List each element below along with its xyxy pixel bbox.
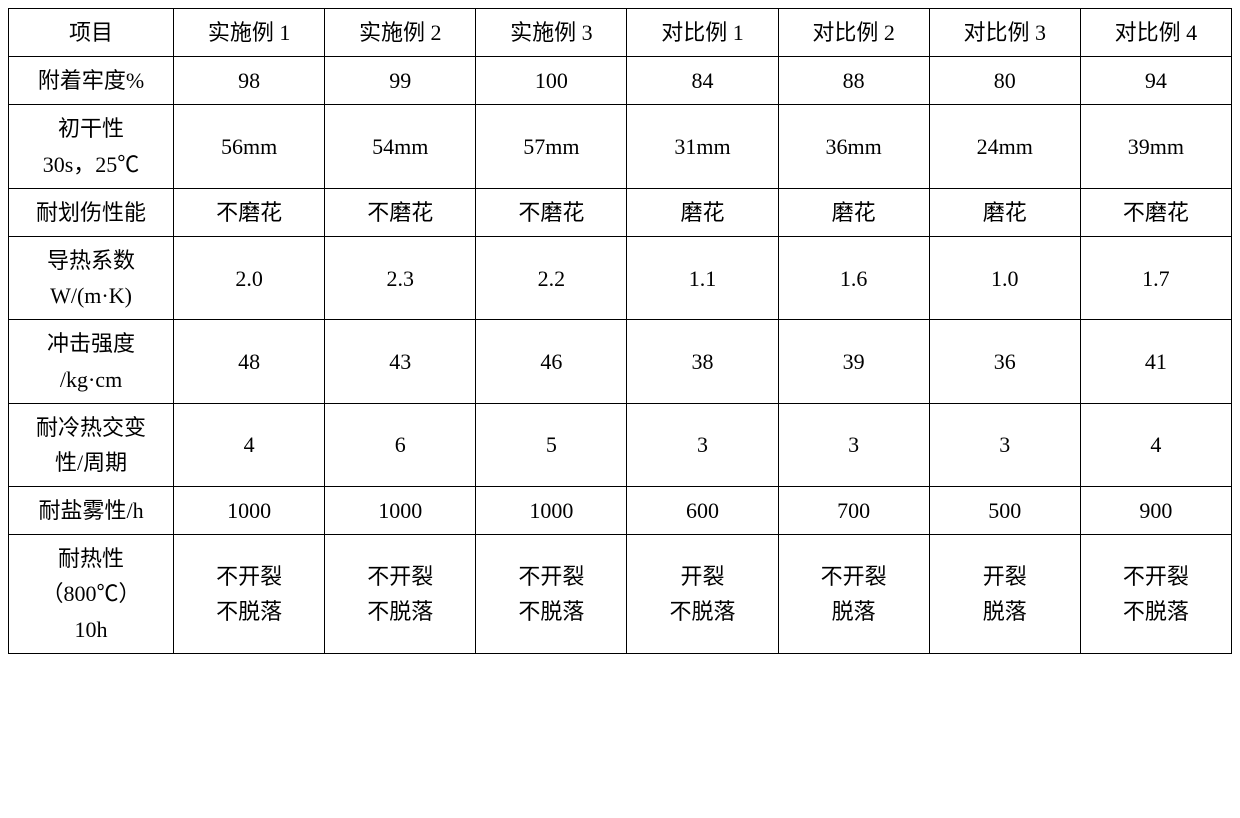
table-row: 耐划伤性能 不磨花 不磨花 不磨花 磨花 磨花 磨花 不磨花 (9, 188, 1232, 236)
column-header: 实施例 3 (476, 9, 627, 57)
table-cell: 99 (325, 57, 476, 105)
row-label: 初干性 30s，25℃ (9, 105, 174, 188)
table-row: 冲击强度 /kg·cm 48 43 46 38 39 36 41 (9, 320, 1232, 403)
row-label: 附着牢度% (9, 57, 174, 105)
table-cell: 43 (325, 320, 476, 403)
table-cell: 1.7 (1080, 236, 1231, 319)
table-cell: 4 (1080, 403, 1231, 486)
table-cell: 36mm (778, 105, 929, 188)
table-cell: 39mm (1080, 105, 1231, 188)
table-cell: 2.0 (174, 236, 325, 319)
table-cell: 500 (929, 487, 1080, 535)
table-cell: 88 (778, 57, 929, 105)
table-cell: 1.1 (627, 236, 778, 319)
column-header: 对比例 2 (778, 9, 929, 57)
table-cell: 31mm (627, 105, 778, 188)
table-cell: 1000 (174, 487, 325, 535)
column-header: 项目 (9, 9, 174, 57)
table-header-row: 项目 实施例 1 实施例 2 实施例 3 对比例 1 对比例 2 对比例 3 对… (9, 9, 1232, 57)
table-cell: 不磨花 (1080, 188, 1231, 236)
row-label: 耐划伤性能 (9, 188, 174, 236)
table-row: 附着牢度% 98 99 100 84 88 80 94 (9, 57, 1232, 105)
table-cell: 48 (174, 320, 325, 403)
table-cell: 56mm (174, 105, 325, 188)
table-cell: 600 (627, 487, 778, 535)
table-cell: 80 (929, 57, 1080, 105)
table-cell: 54mm (325, 105, 476, 188)
table-cell: 2.2 (476, 236, 627, 319)
table-cell: 4 (174, 403, 325, 486)
table-row: 耐冷热交变 性/周期 4 6 5 3 3 3 4 (9, 403, 1232, 486)
table-cell: 900 (1080, 487, 1231, 535)
table-cell: 84 (627, 57, 778, 105)
column-header: 对比例 3 (929, 9, 1080, 57)
table-cell: 100 (476, 57, 627, 105)
table-cell: 57mm (476, 105, 627, 188)
table-cell: 41 (1080, 320, 1231, 403)
data-table: 项目 实施例 1 实施例 2 实施例 3 对比例 1 对比例 2 对比例 3 对… (8, 8, 1232, 654)
column-header: 实施例 1 (174, 9, 325, 57)
table-cell: 开裂 不脱落 (627, 535, 778, 654)
table-cell: 不开裂 不脱落 (476, 535, 627, 654)
table-row: 初干性 30s，25℃ 56mm 54mm 57mm 31mm 36mm 24m… (9, 105, 1232, 188)
table-body: 附着牢度% 98 99 100 84 88 80 94 初干性 30s，25℃ … (9, 57, 1232, 654)
table-cell: 不开裂 脱落 (778, 535, 929, 654)
table-cell: 6 (325, 403, 476, 486)
table-row: 导热系数 W/(m·K) 2.0 2.3 2.2 1.1 1.6 1.0 1.7 (9, 236, 1232, 319)
table-cell: 39 (778, 320, 929, 403)
table-cell: 24mm (929, 105, 1080, 188)
row-label: 导热系数 W/(m·K) (9, 236, 174, 319)
table-cell: 3 (778, 403, 929, 486)
table-cell: 36 (929, 320, 1080, 403)
table-row: 耐热性 （800℃） 10h 不开裂 不脱落 不开裂 不脱落 不开裂 不脱落 开… (9, 535, 1232, 654)
table-cell: 不开裂 不脱落 (325, 535, 476, 654)
table-cell: 38 (627, 320, 778, 403)
table-cell: 不磨花 (174, 188, 325, 236)
table-cell: 5 (476, 403, 627, 486)
table-cell: 磨花 (627, 188, 778, 236)
row-label: 耐热性 （800℃） 10h (9, 535, 174, 654)
table-cell: 1000 (325, 487, 476, 535)
column-header: 对比例 1 (627, 9, 778, 57)
table-cell: 1000 (476, 487, 627, 535)
table-cell: 磨花 (778, 188, 929, 236)
table-cell: 不磨花 (476, 188, 627, 236)
row-label: 耐盐雾性/h (9, 487, 174, 535)
table-cell: 700 (778, 487, 929, 535)
table-cell: 不磨花 (325, 188, 476, 236)
table-row: 耐盐雾性/h 1000 1000 1000 600 700 500 900 (9, 487, 1232, 535)
column-header: 实施例 2 (325, 9, 476, 57)
table-cell: 开裂 脱落 (929, 535, 1080, 654)
table-cell: 磨花 (929, 188, 1080, 236)
table-cell: 2.3 (325, 236, 476, 319)
table-cell: 98 (174, 57, 325, 105)
row-label: 冲击强度 /kg·cm (9, 320, 174, 403)
column-header: 对比例 4 (1080, 9, 1231, 57)
table-cell: 不开裂 不脱落 (1080, 535, 1231, 654)
row-label: 耐冷热交变 性/周期 (9, 403, 174, 486)
table-cell: 3 (627, 403, 778, 486)
table-cell: 46 (476, 320, 627, 403)
table-cell: 94 (1080, 57, 1231, 105)
table-cell: 不开裂 不脱落 (174, 535, 325, 654)
table-cell: 1.0 (929, 236, 1080, 319)
table-cell: 3 (929, 403, 1080, 486)
table-cell: 1.6 (778, 236, 929, 319)
